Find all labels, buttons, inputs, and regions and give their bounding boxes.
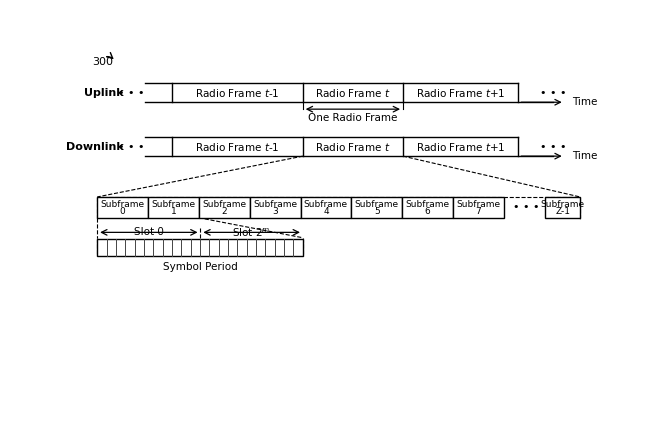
Text: Radio Frame $t$-1: Radio Frame $t$-1 [195, 141, 280, 152]
Text: Z-1: Z-1 [555, 207, 570, 216]
Bar [199, 197, 250, 218]
Bar [301, 197, 351, 218]
Text: • • •: • • • [513, 202, 540, 212]
Bar [148, 197, 199, 218]
Text: Subframe: Subframe [354, 200, 399, 209]
Text: Radio Frame $t$+1: Radio Frame $t$+1 [416, 141, 506, 152]
Text: Subframe: Subframe [541, 200, 585, 209]
Bar [453, 197, 504, 218]
Text: Subframe: Subframe [253, 200, 297, 209]
Text: Time: Time [572, 97, 597, 107]
Text: One Radio Frame: One Radio Frame [308, 113, 398, 123]
Text: 4: 4 [323, 207, 329, 216]
Bar [351, 197, 402, 218]
Text: Radio Frame $t$+1: Radio Frame $t$+1 [416, 87, 506, 99]
Text: Subframe: Subframe [101, 200, 145, 209]
Text: Subframe: Subframe [456, 200, 500, 209]
Text: Slot 0: Slot 0 [134, 227, 164, 237]
Text: Subframe: Subframe [152, 200, 196, 209]
Bar [545, 197, 580, 218]
Text: Radio Frame $t$: Radio Frame $t$ [315, 141, 390, 152]
Text: 300: 300 [93, 57, 114, 67]
Text: Radio Frame $t$: Radio Frame $t$ [315, 87, 390, 99]
Bar [97, 239, 303, 256]
Text: 1: 1 [171, 207, 177, 216]
Text: Slot $2^m$: Slot $2^m$ [232, 226, 271, 238]
Text: • • •: • • • [118, 88, 145, 97]
Text: Symbol Period: Symbol Period [163, 262, 237, 272]
Text: 6: 6 [424, 207, 430, 216]
Bar [402, 197, 453, 218]
Bar [97, 197, 148, 218]
Text: • • •: • • • [540, 88, 566, 97]
Text: • • •: • • • [540, 141, 566, 151]
Text: 5: 5 [374, 207, 379, 216]
Text: 3: 3 [272, 207, 278, 216]
Text: • • •: • • • [118, 141, 145, 151]
Text: Time: Time [572, 151, 597, 161]
Text: Subframe: Subframe [304, 200, 348, 209]
Text: Subframe: Subframe [405, 200, 450, 209]
Text: Downlink: Downlink [65, 141, 124, 151]
Text: Subframe: Subframe [202, 200, 247, 209]
Bar [250, 197, 301, 218]
Text: Uplink: Uplink [84, 88, 124, 97]
Text: 7: 7 [475, 207, 481, 216]
Text: Radio Frame $t$-1: Radio Frame $t$-1 [195, 87, 280, 99]
Text: 0: 0 [120, 207, 126, 216]
Text: 2: 2 [222, 207, 227, 216]
